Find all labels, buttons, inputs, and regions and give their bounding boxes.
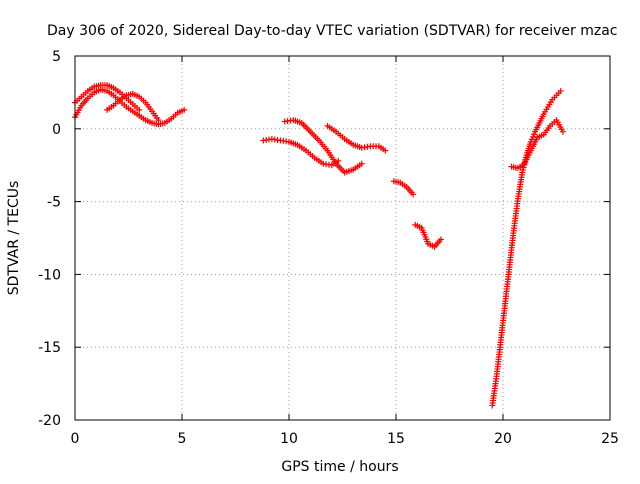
x-tick-label: 10	[280, 431, 298, 447]
x-tick-label: 25	[601, 431, 619, 447]
series-arc-1a	[72, 86, 188, 128]
data-point-marker	[437, 236, 444, 243]
y-tick-label: -15	[38, 340, 61, 356]
y-tick-label: -10	[38, 267, 61, 283]
data-point-marker	[155, 117, 162, 124]
plot-frame	[74, 55, 611, 421]
series-arc-2b	[281, 117, 365, 176]
data-point-marker	[136, 106, 143, 113]
x-tick-label: 5	[178, 431, 187, 447]
data-point-marker	[559, 128, 566, 135]
x-tick-label: 0	[71, 431, 80, 447]
data-point-marker	[382, 147, 389, 154]
series-arc-2a	[260, 135, 342, 169]
data-point-marker	[557, 87, 564, 94]
y-tick-label: 0	[52, 122, 61, 138]
data-point-marker	[181, 106, 188, 113]
series-arc-4	[412, 221, 444, 250]
axis-ticks: 0 5 10 15 20 25 -20 -15 -10 -5 0 5	[38, 49, 619, 447]
grid-lines	[75, 56, 610, 420]
series-arc-1c	[104, 90, 162, 124]
y-tick-label: 5	[52, 49, 61, 65]
data-point-marker	[358, 160, 365, 167]
y-tick-label: -20	[38, 413, 61, 429]
data-series	[72, 82, 566, 409]
series-arc-6	[508, 117, 566, 172]
chart-title: Day 306 of 2020, Sidereal Day-to-day VTE…	[47, 23, 617, 39]
x-tick-label: 15	[387, 431, 405, 447]
series-arc-3	[390, 178, 417, 198]
y-tick-label: -5	[47, 195, 61, 211]
x-axis-label: GPS time / hours	[281, 459, 398, 475]
x-tick-label: 20	[494, 431, 512, 447]
data-point-marker	[410, 191, 417, 198]
y-axis-label: SDTVAR / TECUs	[6, 181, 22, 296]
series-arc-2c	[324, 122, 389, 154]
